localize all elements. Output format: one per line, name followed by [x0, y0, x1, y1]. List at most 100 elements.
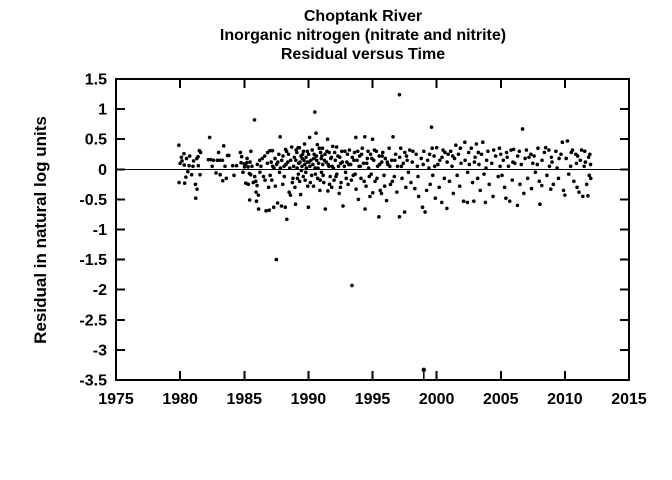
data-point — [329, 185, 334, 190]
data-point — [543, 145, 548, 150]
data-point — [258, 170, 262, 175]
data-point — [260, 156, 265, 161]
data-point — [337, 155, 342, 160]
y-tick-label: 0.5 — [85, 132, 107, 149]
data-point — [247, 198, 252, 202]
data-point — [586, 193, 590, 198]
data-point — [501, 158, 506, 163]
data-point — [579, 148, 584, 152]
data-point — [311, 156, 316, 161]
data-point — [566, 172, 571, 176]
data-point — [227, 153, 231, 158]
data-point — [557, 156, 561, 161]
data-point — [278, 134, 282, 139]
data-point — [410, 160, 415, 164]
data-point — [377, 215, 381, 219]
data-point — [189, 172, 194, 177]
data-point — [380, 154, 384, 158]
data-point — [288, 158, 293, 163]
data-point — [350, 283, 354, 288]
data-point — [297, 179, 302, 184]
data-point — [352, 158, 356, 163]
data-point — [539, 183, 544, 188]
data-point — [524, 148, 529, 152]
data-point — [298, 160, 302, 164]
data-point — [301, 149, 306, 154]
data-point — [277, 170, 282, 175]
data-point — [329, 155, 334, 160]
data-point — [302, 142, 307, 146]
data-point — [443, 150, 447, 155]
data-point — [196, 154, 200, 159]
data-point — [210, 164, 214, 169]
data-point — [276, 160, 280, 164]
data-point — [250, 164, 254, 169]
data-point — [452, 156, 457, 161]
data-point — [249, 149, 253, 154]
data-point — [469, 146, 474, 151]
data-point — [363, 207, 367, 211]
data-point — [577, 190, 581, 194]
data-point — [182, 163, 187, 167]
data-point — [361, 161, 366, 166]
data-point — [451, 191, 456, 196]
data-point — [293, 202, 298, 207]
data-point — [296, 172, 301, 176]
data-point — [264, 209, 268, 213]
data-point — [565, 139, 570, 143]
data-point — [397, 92, 402, 97]
data-point — [437, 185, 441, 190]
data-point — [216, 150, 221, 155]
data-point — [515, 203, 520, 208]
data-point — [179, 155, 184, 160]
data-point — [581, 194, 585, 199]
data-point — [338, 185, 343, 190]
data-point — [575, 185, 579, 190]
data-point — [377, 154, 381, 158]
data-point — [266, 185, 271, 190]
data-point — [239, 154, 244, 159]
data-point — [432, 164, 437, 169]
data-point — [182, 151, 186, 156]
data-point — [414, 152, 418, 157]
data-point — [547, 148, 551, 152]
data-point — [491, 194, 495, 199]
data-point — [472, 160, 477, 164]
data-point — [484, 158, 489, 163]
data-point — [588, 176, 593, 181]
data-point — [214, 171, 218, 175]
data-point — [447, 179, 452, 184]
data-point — [315, 176, 320, 181]
data-point — [255, 183, 259, 188]
data-point — [295, 150, 299, 155]
y-tick-label: -3.5 — [79, 373, 107, 390]
data-point — [362, 179, 366, 184]
data-point — [411, 149, 415, 154]
data-point — [206, 157, 211, 162]
data-point — [463, 158, 467, 163]
data-point — [517, 149, 522, 154]
data-point — [504, 196, 508, 200]
data-point — [525, 176, 530, 181]
data-point — [293, 185, 297, 190]
data-point — [311, 184, 316, 188]
data-point — [450, 154, 455, 158]
data-point — [277, 152, 281, 157]
data-point — [423, 210, 427, 214]
data-point — [367, 174, 372, 179]
data-point — [320, 154, 324, 158]
data-point — [323, 207, 328, 211]
data-point — [370, 137, 375, 141]
data-point — [445, 160, 449, 164]
y-tick-label: -0.5 — [79, 192, 107, 209]
data-point — [177, 180, 181, 185]
data-point — [568, 164, 573, 169]
data-point — [184, 156, 189, 161]
data-point — [241, 170, 245, 175]
data-point — [342, 164, 347, 169]
x-tick-label: 1990 — [291, 391, 327, 408]
data-point — [487, 182, 492, 187]
data-point — [547, 164, 552, 169]
data-point — [467, 162, 472, 167]
